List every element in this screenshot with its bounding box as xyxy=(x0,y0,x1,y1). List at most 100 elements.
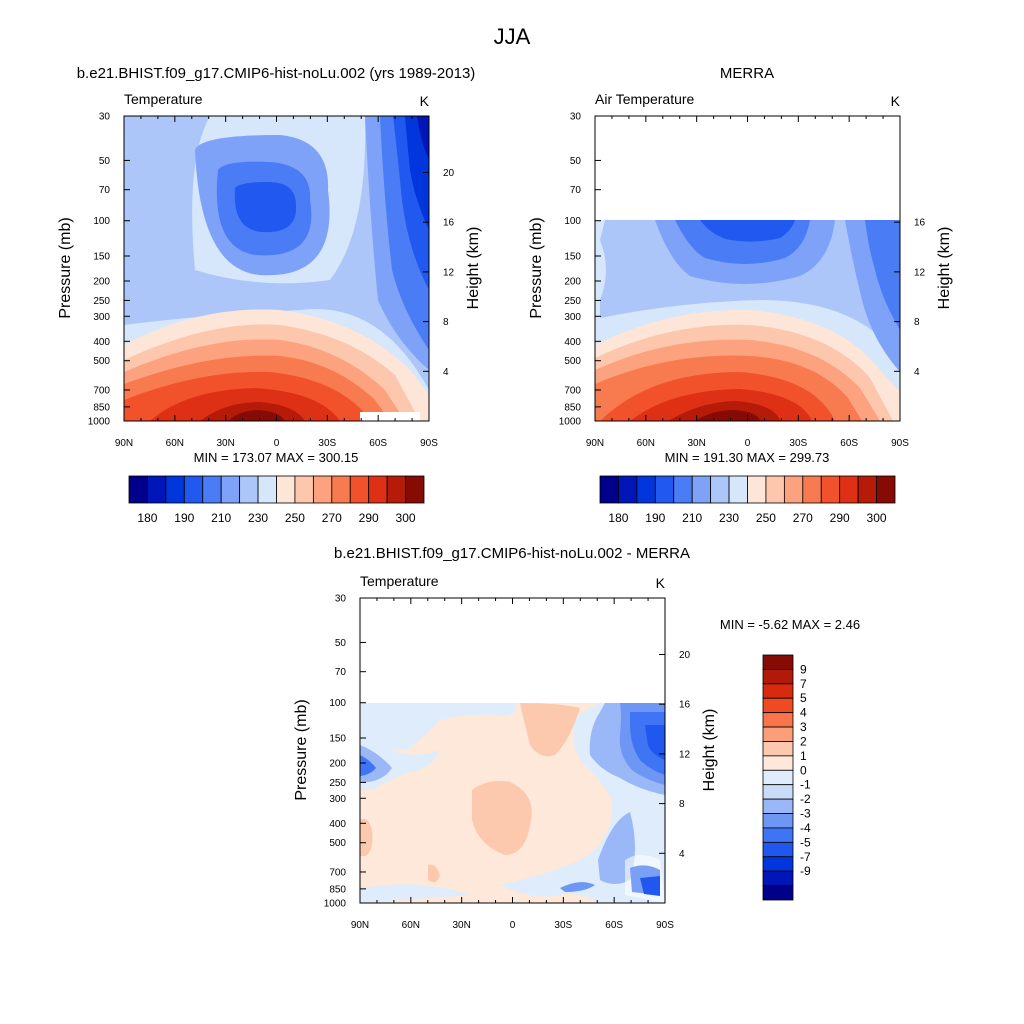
height-tick-label: 16 xyxy=(443,218,455,229)
y-tick-label: 50 xyxy=(99,156,111,167)
colorbar-swatch xyxy=(673,475,693,504)
colorbar-swatch xyxy=(349,475,370,504)
colorbar-swatch xyxy=(802,475,822,504)
colorbar-label: 190 xyxy=(174,511,194,525)
x-tick-label: 90N xyxy=(115,438,133,449)
colorbar-swatch xyxy=(762,827,794,843)
colorbar-label: 230 xyxy=(248,511,268,525)
colorbar-swatch xyxy=(762,726,794,742)
y-tick-label: 500 xyxy=(329,838,346,849)
y-tick-label: 700 xyxy=(329,867,346,878)
colorbar-swatch xyxy=(762,769,794,786)
y-tick-label: 500 xyxy=(564,356,581,367)
colorbar-swatch xyxy=(783,475,804,504)
y-tick-label: 850 xyxy=(329,884,346,895)
x-tick-label: 0 xyxy=(510,920,516,931)
y-tick-label: 70 xyxy=(570,185,582,196)
y-tick-label: 1000 xyxy=(88,417,111,428)
colorbar-swatch xyxy=(762,885,794,901)
y-tick-label: 700 xyxy=(564,385,581,396)
colorbar-swatch xyxy=(128,475,148,504)
colorbar-label: 270 xyxy=(793,511,813,525)
x-tick-label: 30S xyxy=(789,438,807,449)
x-tick-label: 30N xyxy=(452,920,470,931)
colorbar-swatch xyxy=(762,784,794,800)
x-tick-label: 0 xyxy=(274,438,280,449)
height-tick-label: 12 xyxy=(914,267,926,278)
colorbar-label: -9 xyxy=(800,864,811,878)
x-tick-label: 90N xyxy=(351,920,369,931)
colorbar-label: -7 xyxy=(800,850,811,864)
minmax-label: MIN = 173.07 MAX = 300.15 xyxy=(194,450,359,465)
colorbar-swatch xyxy=(762,669,794,685)
y-axis-label: Pressure (mb) xyxy=(528,217,545,318)
colorbar-label: 180 xyxy=(608,511,628,525)
height-tick-label: 16 xyxy=(914,218,926,229)
x-tick-label: 90S xyxy=(891,438,909,449)
colorbar-swatch xyxy=(147,475,167,504)
y-tick-label: 1000 xyxy=(324,899,347,910)
colorbar-label: 5 xyxy=(800,691,807,705)
x-tick-label: 60N xyxy=(637,438,655,449)
colorbar-swatch xyxy=(220,475,241,504)
y-tick-label: 200 xyxy=(564,277,581,288)
y-axis-label-right: Height (km) xyxy=(701,709,718,792)
colorbar-label: 7 xyxy=(800,677,807,691)
colorbar-swatch xyxy=(618,475,638,504)
colorbar-swatch xyxy=(762,755,794,771)
colorbar-label: 180 xyxy=(137,511,157,525)
colorbar-swatch xyxy=(747,475,767,504)
colorbar-swatch xyxy=(765,475,785,504)
height-tick-label: 8 xyxy=(443,317,449,328)
panel-title: MERRA xyxy=(720,65,774,82)
colorbar-swatch xyxy=(312,475,333,504)
colorbar-label: -3 xyxy=(800,807,811,821)
panel-title: b.e21.BHIST.f09_g17.CMIP6-hist-noLu.002 … xyxy=(334,545,690,562)
panel-title: b.e21.BHIST.f09_g17.CMIP6-hist-noLu.002 … xyxy=(77,65,476,82)
left-string: Air Temperature xyxy=(595,91,695,107)
units-label: K xyxy=(656,575,666,591)
y-tick-label: 200 xyxy=(329,759,346,770)
height-tick-label: 20 xyxy=(679,650,691,661)
y-tick-label: 150 xyxy=(93,251,110,262)
y-tick-label: 30 xyxy=(335,594,347,605)
y-tick-label: 700 xyxy=(93,385,110,396)
y-tick-label: 300 xyxy=(564,312,581,323)
height-tick-label: 12 xyxy=(443,267,455,278)
colorbar-swatch xyxy=(762,741,794,757)
colorbar-label: -2 xyxy=(800,792,811,806)
panel-diff: b.e21.BHIST.f09_g17.CMIP6-hist-noLu.002 … xyxy=(293,545,860,931)
y-tick-label: 70 xyxy=(335,667,347,678)
y-tick-label: 1000 xyxy=(559,417,582,428)
colorbar-label: 290 xyxy=(830,511,850,525)
colorbar-swatch xyxy=(762,683,794,699)
panel-obs: MERRA Air Temperature K 90N 60N 30N 0 30S 60S… xyxy=(528,65,953,525)
colorbar-swatch xyxy=(202,475,222,504)
y-tick-label: 30 xyxy=(570,112,582,123)
y-tick-label: 150 xyxy=(564,251,581,262)
y-tick-label: 50 xyxy=(570,156,582,167)
height-tick-label: 16 xyxy=(679,700,691,711)
colorbar-swatch xyxy=(762,870,794,886)
colorbar-swatch xyxy=(294,475,314,504)
colorbar-label: 210 xyxy=(682,511,702,525)
contour-field xyxy=(360,598,665,903)
colorbar-swatch xyxy=(405,475,425,504)
axes: 90N 60N 30N 0 30S 60S 90S 30 50 70 100 150 200 250 300… xyxy=(559,112,926,450)
colorbar-swatch xyxy=(839,475,859,504)
height-tick-label: 8 xyxy=(679,799,685,810)
colorbar: 180 190 210 230 250 270 290 300 xyxy=(128,475,425,525)
colorbar-swatch xyxy=(762,712,794,728)
colorbar-swatch xyxy=(728,475,748,504)
colorbar-swatch xyxy=(257,475,277,504)
x-tick-label: 60N xyxy=(402,920,420,931)
figure-title: JJA xyxy=(494,24,531,49)
colorbar-label: 4 xyxy=(800,706,807,720)
colorbar-swatch xyxy=(762,841,794,858)
colorbar-swatch xyxy=(762,798,794,814)
colorbar-label: 3 xyxy=(800,720,807,734)
colorbar-label: 1 xyxy=(800,749,807,763)
y-axis-label-right: Height (km) xyxy=(465,227,482,310)
y-tick-label: 250 xyxy=(564,296,581,307)
